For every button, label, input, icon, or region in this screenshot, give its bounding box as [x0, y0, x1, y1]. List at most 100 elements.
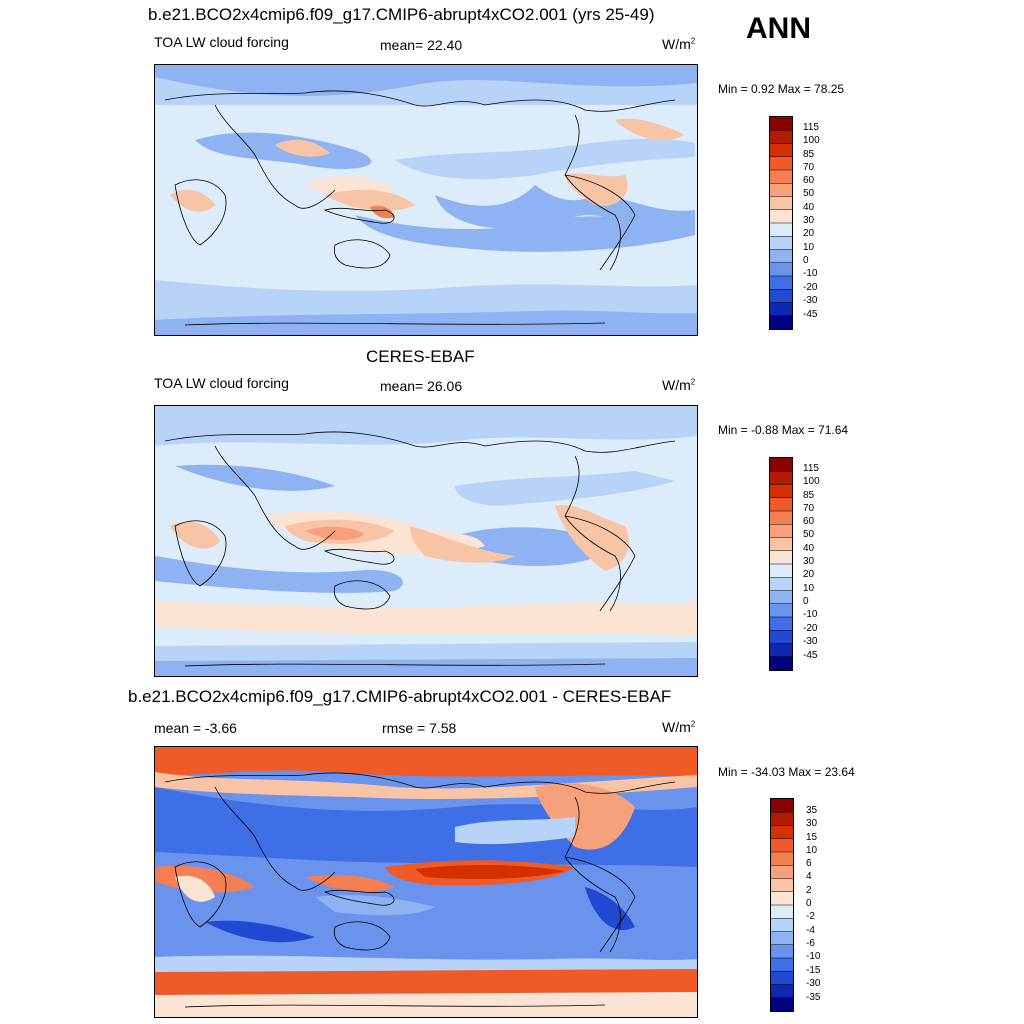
colorbar-swatch: [770, 236, 792, 250]
colorbar-swatch: [770, 590, 792, 605]
cbar1-tick: 0: [803, 255, 809, 266]
colorbar-swatch: [770, 497, 792, 512]
cbar1-tick: 20: [803, 228, 815, 239]
colorbar-swatch: [771, 891, 793, 906]
cbar2-tick: -10: [803, 609, 818, 620]
cbar3-tick: -10: [806, 951, 821, 962]
colorbar-swatch: [770, 302, 792, 317]
colorbar-swatch: [771, 971, 793, 985]
cbar3-tick: 2: [806, 885, 812, 896]
cbar3-tick: -35: [806, 992, 821, 1003]
cbar3-tick: -15: [806, 965, 821, 976]
panel1-map: [154, 64, 698, 336]
cbar3-tick: 30: [806, 818, 818, 829]
cbar1-tick: 100: [803, 135, 820, 146]
cbar2-tick: 10: [803, 583, 815, 594]
colorbar-swatch: [770, 183, 792, 197]
colorbar-swatch: [770, 117, 792, 131]
colorbar-swatch: [770, 537, 792, 552]
colorbar-swatch: [771, 838, 793, 853]
cbar1-tick: -10: [803, 268, 818, 279]
cbar1-tick: -20: [803, 282, 818, 293]
panel3-rmse: rmse = 7.58: [382, 720, 457, 736]
colorbar-swatch: [771, 931, 793, 946]
colorbar-swatch: [770, 511, 792, 525]
colorbar-swatch: [770, 130, 792, 144]
cbar1-tick: -30: [803, 295, 818, 306]
colorbar-swatch: [770, 249, 792, 264]
colorbar-swatch: [771, 799, 793, 813]
cbar2-tick: 40: [803, 543, 815, 554]
cbar1-tick: 40: [803, 202, 815, 213]
colorbar-swatch: [770, 262, 792, 277]
colorbar-swatch: [770, 564, 792, 578]
colorbar-swatch: [770, 603, 792, 618]
cbar2-tick: 85: [803, 490, 815, 501]
panel2-colorbar: [769, 457, 793, 671]
panel1-title: b.e21.BCO2x4cmip6.f09_g17.CMIP6-abrupt4x…: [148, 5, 655, 24]
colorbar-swatch: [770, 196, 792, 211]
panel2-colorbar-swatches: [770, 458, 792, 670]
colorbar-swatch: [770, 156, 792, 171]
cbar3-tick: -6: [806, 938, 815, 949]
colorbar-swatch: [770, 170, 792, 184]
colorbar-swatch: [771, 997, 793, 1011]
colorbar-swatch: [770, 656, 792, 670]
season-label: ANN: [746, 12, 811, 45]
panel3-colorbar: [770, 798, 794, 1012]
panel3-title: b.e21.BCO2x4cmip6.f09_g17.CMIP6-abrupt4x…: [128, 687, 672, 706]
cbar3-tick: 0: [806, 898, 812, 909]
colorbar-swatch: [771, 918, 793, 932]
panel1-minmax: Min = 0.92 Max = 78.25: [718, 82, 845, 96]
cbar2-tick: 115: [803, 463, 819, 474]
cbar1-tick: 115: [803, 122, 819, 133]
cbar2-tick: 50: [803, 529, 815, 540]
colorbar-swatch: [770, 458, 792, 472]
colorbar-swatch: [771, 878, 793, 893]
cbar1-tick: 50: [803, 188, 815, 199]
cbar1-tick: 60: [803, 175, 815, 186]
panel2-map: [154, 405, 698, 677]
colorbar-swatch: [770, 577, 792, 591]
colorbar-swatch: [770, 223, 792, 237]
panel3-colorbar-swatches: [771, 799, 793, 1011]
cbar1-tick: 70: [803, 162, 815, 173]
colorbar-swatch: [771, 812, 793, 826]
panel1-units: W/m2: [662, 36, 696, 52]
colorbar-swatch: [771, 905, 793, 919]
colorbar-swatch: [771, 852, 793, 866]
colorbar-swatch: [770, 209, 792, 224]
cbar2-tick: 60: [803, 516, 815, 527]
colorbar-swatch: [770, 289, 792, 303]
colorbar-swatch: [770, 524, 792, 538]
panel3-units: W/m2: [662, 719, 696, 735]
panel3-map: [154, 746, 698, 1018]
cbar2-tick: 70: [803, 503, 815, 514]
colorbar-swatch: [770, 276, 792, 290]
colorbar-swatch: [771, 825, 793, 840]
cbar3-tick: 15: [806, 832, 818, 843]
cbar3-tick: 6: [806, 858, 812, 869]
panel1-variable: TOA LW cloud forcing: [154, 34, 289, 50]
cbar2-tick: -20: [803, 623, 818, 634]
colorbar-swatch: [771, 865, 793, 879]
colorbar-swatch: [771, 984, 793, 999]
colorbar-swatch: [770, 643, 792, 658]
cbar3-tick: 35: [806, 805, 818, 816]
cbar1-tick: -45: [803, 309, 818, 320]
colorbar-swatch: [770, 630, 792, 644]
colorbar-swatch: [770, 315, 792, 329]
colorbar-swatch: [770, 484, 792, 499]
panel2-minmax: Min = -0.88 Max = 71.64: [718, 423, 849, 437]
cbar3-tick: 10: [806, 845, 818, 856]
panel3-minmax: Min = -34.03 Max = 23.64: [718, 765, 855, 779]
colorbar-swatch: [770, 617, 792, 631]
colorbar-swatch: [770, 143, 792, 158]
cbar3-tick: -30: [806, 978, 821, 989]
cbar2-tick: -30: [803, 636, 818, 647]
panel2-variable: TOA LW cloud forcing: [154, 375, 289, 391]
colorbar-swatch: [771, 958, 793, 972]
panel2-mean: mean= 26.06: [380, 378, 463, 394]
cbar3-tick: 4: [806, 871, 812, 882]
colorbar-swatch: [770, 471, 792, 485]
